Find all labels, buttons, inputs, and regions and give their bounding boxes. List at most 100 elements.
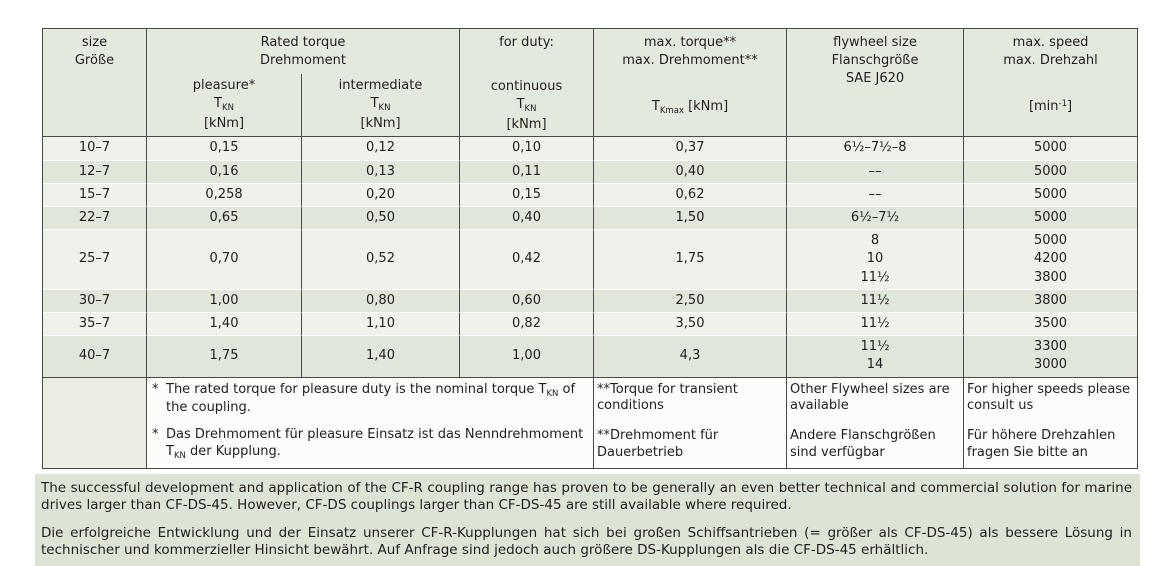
cell-intermediate: 0,50 — [301, 206, 460, 230]
cell-max-torque: 0,40 — [593, 159, 787, 183]
col-header-max-torque: max. torque** max. Drehmoment** TKmax [k… — [593, 29, 787, 138]
cell-size: 15–7 — [43, 182, 146, 207]
footnote-rated-torque: * The rated torque for pleasure duty is … — [146, 376, 594, 469]
footnote-rated-en-text: The rated torque for pleasure duty is th… — [166, 381, 576, 415]
for-duty-sublabel: continuous — [490, 79, 563, 95]
cell-max-speed: 3300 3000 — [963, 335, 1138, 377]
col-header-rated-torque-group: Rated torque Drehmoment — [146, 29, 460, 74]
cell-flywheel: 8 10 11½ — [786, 229, 964, 289]
rated-torque-en: Rated torque — [260, 35, 346, 50]
col-header-flywheel: flywheel size Flanschgröße SAE J620 — [786, 29, 964, 138]
cell-max-speed: 5000 — [963, 206, 1138, 230]
coupling-specs-table: size Größe Rated torque Drehmoment for d… — [42, 28, 1139, 470]
cell-size: 10–7 — [43, 137, 146, 160]
table-row: 15–7 0,258 0,20 0,15 0,62 –– 5000 — [43, 182, 1138, 207]
footnote-max-speed-en: For higher speeds please consult us — [967, 381, 1131, 414]
col-header-max-speed: max. speed max. Drehzahl [min-1] — [963, 29, 1138, 138]
pleasure-unit: [kNm] — [203, 115, 245, 131]
table-header: size Größe Rated torque Drehmoment for d… — [43, 29, 1138, 138]
cell-continuous: 0,11 — [459, 159, 594, 183]
cell-flywheel: –– — [786, 159, 964, 183]
cell-intermediate: 1,40 — [301, 335, 460, 377]
cell-intermediate: 0,13 — [301, 159, 460, 183]
table-row: 25–7 0,70 0,52 0,42 1,75 8 10 11½ 5000 4… — [43, 229, 1138, 289]
flywheel-standard: SAE J620 — [845, 71, 905, 87]
col-header-intermediate: intermediate TKN [kNm] — [301, 73, 460, 138]
cell-pleasure: 0,70 — [146, 229, 301, 289]
footnote-flywheel-en: Other Flywheel sizes are available — [790, 381, 950, 414]
cell-max-speed: 5000 — [963, 182, 1138, 207]
footnote-flywheel-de: Andere Flanschgrößen sind verfügbar — [790, 428, 936, 461]
footnote-flywheel: Other Flywheel sizes are available Ander… — [786, 376, 964, 469]
cell-continuous: 0,40 — [459, 206, 594, 230]
cell-intermediate: 0,80 — [301, 288, 460, 312]
cell-flywheel: 11½ 14 — [786, 335, 964, 377]
footnote-row: * The rated torque for pleasure duty is … — [43, 376, 1138, 469]
footnote-max-speed: For higher speeds please consult us Für … — [963, 376, 1138, 469]
table-row: 22–7 0,65 0,50 0,40 1,50 6½–7½ 5000 — [43, 206, 1138, 230]
table-row: 30–7 1,00 0,80 0,60 2,50 11½ 3800 — [43, 288, 1138, 312]
cell-max-torque: 1,50 — [593, 206, 787, 230]
cell-max-speed: 5000 — [963, 137, 1138, 160]
note-block: The successful development and applicati… — [35, 474, 1140, 566]
cell-pleasure: 1,00 — [146, 288, 301, 312]
cell-intermediate: 0,12 — [301, 137, 460, 160]
footnote-marker: * — [152, 381, 159, 397]
cell-intermediate: 0,52 — [301, 229, 460, 289]
footnote-size-cell — [43, 376, 146, 469]
table-row: 12–7 0,16 0,13 0,11 0,40 –– 5000 — [43, 159, 1138, 183]
for-duty-label: for duty: — [499, 35, 554, 50]
cell-max-torque: 0,62 — [593, 182, 787, 207]
cell-max-torque: 1,75 — [593, 229, 787, 289]
footnote-rated-de-text: Das Drehmoment für pleasure Einsatz ist … — [166, 427, 584, 462]
cell-size: 25–7 — [43, 229, 146, 289]
flywheel-en: flywheel size — [833, 35, 917, 50]
col-header-size-en: size — [81, 35, 108, 50]
max-torque-de: max. Drehmoment** — [622, 53, 758, 69]
intermediate-label: intermediate — [338, 77, 423, 93]
cell-flywheel: 6½–7½ — [786, 206, 964, 230]
cell-pleasure: 1,75 — [146, 335, 301, 377]
max-speed-de: max. Drehzahl — [1003, 53, 1098, 69]
max-speed-en: max. speed — [1012, 35, 1089, 50]
cell-max-speed: 5000 — [963, 159, 1138, 183]
intermediate-unit: [kNm] — [360, 115, 401, 131]
cell-max-torque: 2,50 — [593, 288, 787, 312]
cell-size: 35–7 — [43, 311, 146, 336]
pleasure-label: pleasure* — [192, 77, 256, 93]
cell-max-speed: 3500 — [963, 311, 1138, 336]
col-header-for-duty: for duty: continuous TKN [kNm] — [459, 29, 594, 138]
footnote-max-torque-en: **Torque for transient conditions — [597, 381, 738, 414]
cell-continuous: 1,00 — [459, 335, 594, 377]
cell-max-torque: 3,50 — [593, 311, 787, 336]
cell-continuous: 0,15 — [459, 182, 594, 207]
cell-max-speed: 3800 — [963, 288, 1138, 312]
cell-intermediate: 1,10 — [301, 311, 460, 336]
for-duty-symbol: TKN — [516, 97, 537, 115]
cell-intermediate: 0,20 — [301, 182, 460, 207]
max-torque-en: max. torque** — [643, 35, 737, 50]
footnote-rated-de: * Das Drehmoment für pleasure Einsatz is… — [150, 427, 590, 462]
cell-pleasure: 0,258 — [146, 182, 301, 207]
cell-flywheel: 11½ — [786, 288, 964, 312]
cell-size: 30–7 — [43, 288, 146, 312]
intermediate-symbol: TKN — [370, 95, 391, 113]
cell-size: 12–7 — [43, 159, 146, 183]
cell-pleasure: 0,16 — [146, 159, 301, 183]
max-speed-unit: [min-1] — [1028, 99, 1073, 115]
col-header-pleasure: pleasure* TKN [kNm] — [146, 73, 301, 138]
pleasure-symbol: TKN — [214, 95, 234, 113]
cell-max-torque: 0,37 — [593, 137, 787, 160]
col-header-size-de: Größe — [74, 53, 115, 69]
footnote-max-speed-de: Für höhere Drehzahlen fragen Sie bitte a… — [967, 428, 1116, 461]
note-paragraph-de: Die erfolgreiche Entwicklung und der Ein… — [41, 525, 1132, 558]
table-row: 10–7 0,15 0,12 0,10 0,37 6½–7½–8 5000 — [43, 137, 1138, 160]
col-header-size: size Größe — [43, 29, 146, 138]
for-duty-unit: [kNm] — [506, 117, 547, 133]
cell-max-torque: 4,3 — [593, 335, 787, 377]
cell-pleasure: 0,65 — [146, 206, 301, 230]
max-torque-symbol: TKmax [kNm] — [651, 99, 729, 117]
footnote-max-torque-de: **Drehmoment für Dauerbetrieb — [597, 428, 719, 461]
cell-size: 22–7 — [43, 206, 146, 230]
